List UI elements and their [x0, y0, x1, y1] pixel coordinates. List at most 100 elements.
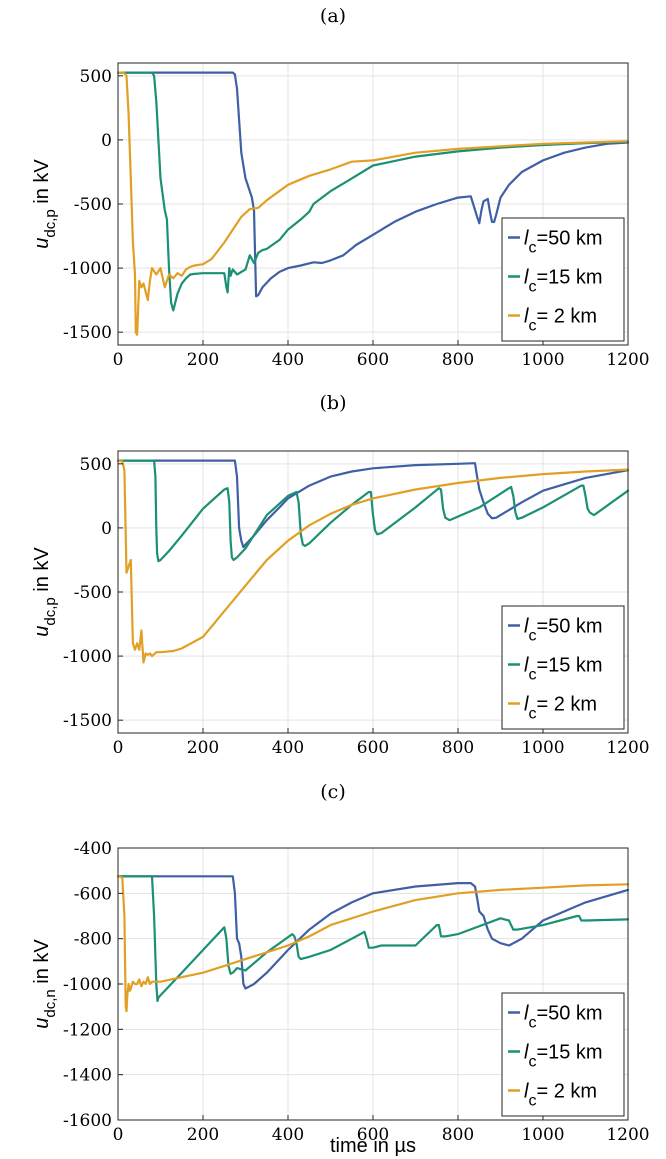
panel-a-grid	[118, 63, 628, 345]
panel-b-title: (b)	[320, 392, 347, 414]
panel-b-legend-entry-2: lc= 2 km	[524, 694, 597, 723]
panel-c-legend-entry-1: lc=15 km	[524, 1042, 603, 1071]
panel-c-legend-label-0: =50 km	[536, 1003, 602, 1025]
panel-a-legend-symbol-1: l	[524, 267, 529, 289]
panel-c-series-2-line	[116, 875, 630, 1013]
panel-a-y-tick-label-1: -1000	[63, 259, 112, 279]
panel-a-y-axis-label: udc,p in kV	[31, 159, 59, 249]
panel-c-legend-label-1: =15 km	[536, 1042, 602, 1064]
panel-a-ticks: 0 200 400 600 800 1000 1200 -1500 -1000 -500 0 500	[63, 67, 650, 370]
panel-c-x-tick-label-6: 1200	[606, 1125, 649, 1145]
panel-c-y-axis-unit: in kV	[31, 939, 53, 990]
panel-c-y-tick-label-3: -1000	[63, 975, 112, 995]
panel-b-legend-symbol-2: l	[524, 694, 529, 716]
panel-c-legend-entry-2: lc= 2 km	[524, 1081, 597, 1110]
panel-c-legend-subscript-0: c	[528, 1015, 536, 1032]
panel-b-x-tick-label-5: 1000	[521, 738, 564, 758]
panel-c-y-tick-label-4: -800	[74, 930, 112, 950]
panel-c-legend-symbol-2: l	[524, 1081, 529, 1103]
chart-panel-a: (a) 0 200 400 600 800 1000 1200-1500-1000-5000…	[31, 5, 650, 370]
panel-a-legend-symbol-0: l	[524, 228, 529, 250]
panel-c-y-tick-label-5: -600	[74, 884, 112, 904]
panel-c-ticks: 0 200 400 600 800 1000 1200 -1600 -1400 -1200 -100…	[63, 839, 650, 1145]
panel-b-y-axis-subscript: dc,p	[42, 597, 59, 625]
panel-a-series-2-line	[116, 71, 630, 336]
panel-c-series-0-line	[116, 875, 630, 990]
panel-b-series-group	[116, 459, 630, 664]
panel-c-y-tick-label-6: -400	[74, 839, 112, 859]
panel-b-legend-entry-1: lc=15 km	[524, 655, 603, 684]
panel-a-x-tick-label-1: 200	[187, 350, 219, 370]
panel-a-y-tick-label-3: 0	[101, 131, 112, 151]
panel-b-y-tick-label-1: -1000	[63, 647, 112, 667]
panel-a-series-0-line	[116, 71, 630, 298]
panel-b-y-axis-symbol: u	[31, 626, 53, 637]
panel-c-legend-subscript-1: c	[528, 1054, 536, 1071]
panel-b-y-tick-label-2: -500	[74, 583, 112, 603]
panel-c-title: (c)	[320, 781, 345, 803]
panel-b-y-tick-label-4: 500	[80, 455, 112, 475]
panel-b-legend-symbol-1: l	[524, 655, 529, 677]
panel-c-y-axis-symbol: u	[31, 1018, 53, 1029]
panel-a-legend-subscript-0: c	[528, 240, 536, 257]
panel-a-legend-label-1: =15 km	[536, 267, 602, 289]
panel-c-series-group	[116, 875, 630, 1013]
panel-c-legend-label-2: = 2 km	[536, 1081, 597, 1103]
panel-b-legend-entry-0: lc=50 km	[524, 616, 603, 645]
panel-c-y-tick-label-0: -1600	[63, 1111, 112, 1131]
panel-a-legend-subscript-1: c	[528, 279, 536, 296]
chart-panel-b: (b) 0 200 400 600 800 1000 1200-1500-1000-5000…	[31, 392, 650, 758]
panel-c-legend-box	[501, 992, 625, 1117]
panel-a-legend-entry-0: lc=50 km	[524, 228, 603, 257]
chart-panel-c: (c) 0 200 400 600 800 1000 1200 -1600 -1400 -1200…	[31, 781, 650, 1157]
panel-b-x-tick-label-1: 200	[187, 738, 219, 758]
panel-c-y-axis-label: udc,n in kV	[31, 939, 59, 1029]
panel-c-legend-entry-0: lc=50 km	[524, 1003, 603, 1032]
panel-b-series-2-line	[116, 459, 630, 664]
panel-c-legend-subscript-2: c	[528, 1093, 536, 1110]
panel-a-series-group	[116, 71, 630, 336]
panel-a-series-1-line	[116, 71, 630, 312]
panel-a-x-tick-label-0: 0	[113, 350, 124, 370]
panel-a-y-tick-label-0: -1500	[63, 323, 112, 343]
panel-a-legend-subscript-2: c	[528, 318, 536, 335]
panel-a-legend-box	[501, 217, 625, 342]
panel-b-x-tick-label-3: 600	[357, 738, 389, 758]
panel-a-x-tick-label-3: 600	[357, 350, 389, 370]
panel-a-legend-label-2: = 2 km	[536, 306, 597, 328]
panel-b-x-tick-label-2: 400	[272, 738, 304, 758]
panel-b-legend-subscript-0: c	[528, 628, 536, 645]
panel-b-legend-box	[501, 605, 625, 730]
panel-c-x-tick-label-2: 400	[272, 1125, 304, 1145]
panel-b-legend-symbol-0: l	[524, 616, 529, 638]
panel-a-y-axis-subscript: dc,p	[42, 209, 59, 237]
panel-a-x-tick-label-4: 800	[442, 350, 474, 370]
panel-c-x-tick-label-1: 200	[187, 1125, 219, 1145]
panel-b-ticks: 0 200 400 600 800 1000 1200 -1500 -1000 -500 0 500	[63, 455, 650, 758]
panel-b-y-axis-label: udc,p in kV	[31, 547, 59, 637]
panel-c-x-tick-label-5: 1000	[521, 1125, 564, 1145]
panel-a-legend-label-0: =50 km	[536, 228, 602, 250]
panel-c-y-tick-label-1: -1400	[63, 1066, 112, 1086]
panel-b-series-1-line	[116, 459, 630, 563]
panel-c-x-tick-label-4: 800	[442, 1125, 474, 1145]
panel-b-x-tick-label-6: 1200	[606, 738, 649, 758]
panel-c-x-tick-label-0: 0	[113, 1125, 124, 1145]
panel-a-x-tick-label-5: 1000	[521, 350, 564, 370]
panel-b-y-axis-unit: in kV	[31, 547, 53, 598]
panel-b-legend-label-1: =15 km	[536, 655, 602, 677]
x-axis-label: time in µs	[330, 1135, 416, 1157]
panel-a-y-axis-unit: in kV	[31, 159, 53, 210]
panel-a-title: (a)	[320, 5, 346, 27]
panel-b-legend-label-0: =50 km	[536, 616, 602, 638]
panel-c-legend-symbol-1: l	[524, 1042, 529, 1064]
panel-c-x-tick-label-3: 600	[357, 1125, 389, 1145]
panel-a-y-tick-label-2: -500	[74, 195, 112, 215]
panel-b-legend-label-2: = 2 km	[536, 694, 597, 716]
panel-a-y-tick-label-4: 500	[80, 67, 112, 87]
panel-b-x-tick-label-0: 0	[113, 738, 124, 758]
panel-b-series-0-line	[116, 459, 630, 549]
